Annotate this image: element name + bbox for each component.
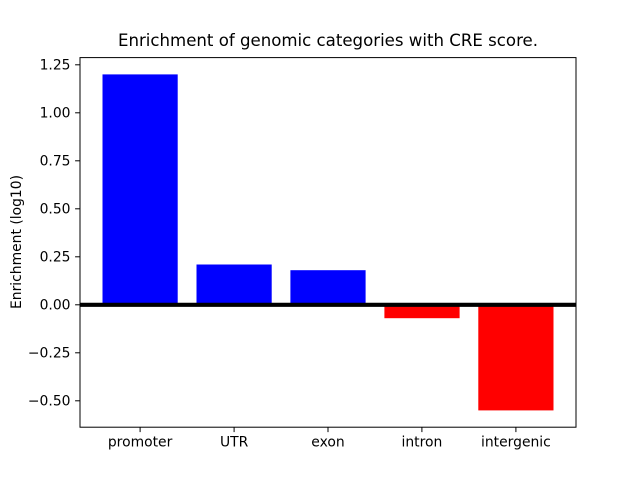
ytick-label-−0.25: −0.25: [28, 346, 71, 362]
y-axis-label: Enrichment (log10): [9, 175, 25, 309]
bar-UTR: [196, 264, 272, 305]
bars-group: [102, 74, 554, 411]
ytick-label-1.25: 1.25: [40, 58, 71, 74]
chart-title: Enrichment of genomic categories with CR…: [118, 31, 538, 50]
ytick-label-0.25: 0.25: [40, 250, 71, 266]
xtick-label-promoter: promoter: [108, 435, 173, 451]
xtick-label-intron: intron: [401, 435, 442, 451]
ytick-label-0.50: 0.50: [40, 202, 71, 218]
bar-promoter: [102, 74, 178, 305]
ytick-label-0.75: 0.75: [40, 154, 71, 170]
x-axis-ticks: promoter UTR exon intron intergenic: [108, 427, 551, 451]
bar-exon: [290, 270, 366, 305]
ytick-label-1.00: 1.00: [40, 106, 71, 122]
y-axis-ticks: 1.25 1.00 0.75 0.50 0.25 0.00 −0.25 −0.50: [28, 58, 80, 410]
ytick-label-0.00: 0.00: [40, 298, 71, 314]
xtick-label-intergenic: intergenic: [481, 435, 551, 451]
xtick-label-UTR: UTR: [220, 435, 249, 451]
ytick-label-−0.50: −0.50: [28, 394, 71, 410]
bar-intergenic: [478, 304, 554, 411]
bar-intron: [384, 304, 460, 319]
xtick-label-exon: exon: [311, 435, 344, 451]
